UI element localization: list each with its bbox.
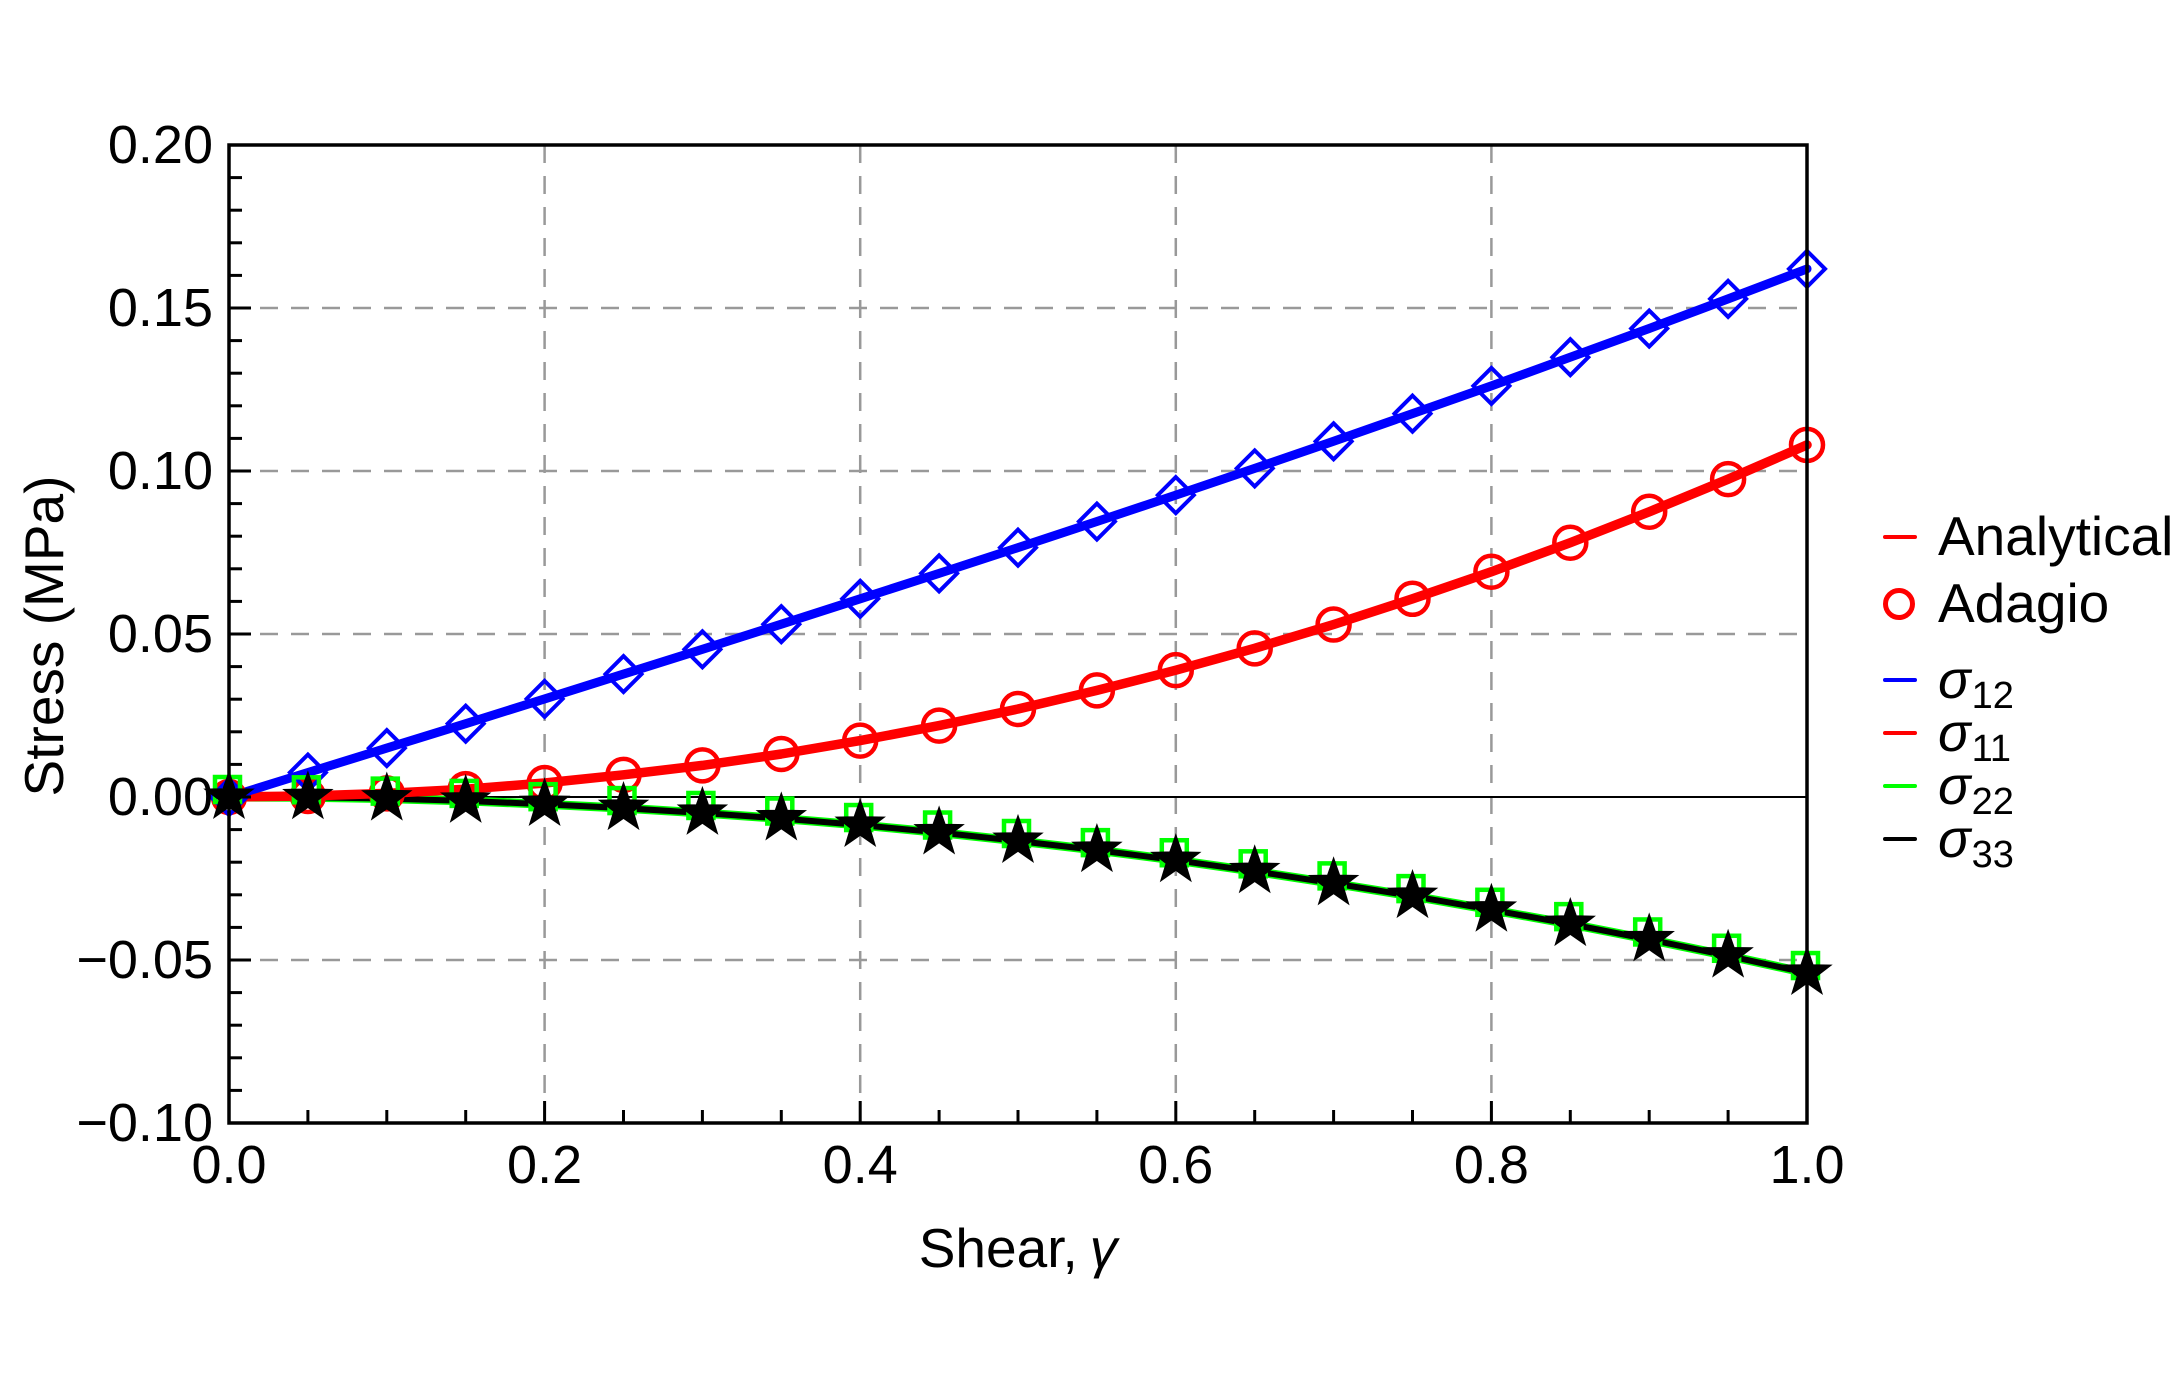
legend-marker xyxy=(1880,836,1938,841)
gridlines xyxy=(229,145,1807,1123)
x-tick-labels: 0.0 0.2 0.4 0.6 0.8 1.0 xyxy=(191,1135,1844,1195)
legend-marker xyxy=(1880,534,1938,539)
legend-label: Analytical xyxy=(1938,505,2174,567)
svg-text:0.4: 0.4 xyxy=(823,1135,898,1195)
legend-open-circle-icon xyxy=(1883,587,1915,620)
legend-label-sigma: σ22 xyxy=(1938,755,2014,823)
legend-line-icon xyxy=(1883,783,1917,788)
legend-line-icon xyxy=(1883,836,1917,841)
legend-marker xyxy=(1880,587,1938,620)
legend-line-icon xyxy=(1883,730,1917,735)
legend-label: Adagio xyxy=(1938,572,2110,634)
legend-item-adagio: Adagio xyxy=(1880,570,2173,637)
svg-text:0.0: 0.0 xyxy=(191,1135,266,1195)
legend-item-sigma-11: σ11 xyxy=(1880,702,2173,770)
y-tick-labels: 0.20 0.15 0.10 0.05 0.00 −0.05 −0.10 xyxy=(76,115,213,1153)
legend-marker xyxy=(1880,677,1938,682)
legend-label-subscript: 11 xyxy=(1971,727,2012,770)
legend-sigma-group: σ12 σ11 σ22 σ33 xyxy=(1880,649,2173,876)
legend-label-sigma: σ33 xyxy=(1938,808,2014,876)
legend-line-icon xyxy=(1883,677,1917,682)
svg-text:0.10: 0.10 xyxy=(108,441,213,501)
legend-item-sigma-22: σ22 xyxy=(1880,755,2173,823)
svg-text:0.00: 0.00 xyxy=(108,767,213,827)
legend-item-analytical: Analytical xyxy=(1880,503,2173,570)
svg-text:−0.05: −0.05 xyxy=(76,930,213,990)
series-markers-σ33 xyxy=(203,769,1833,995)
svg-text:0.2: 0.2 xyxy=(507,1135,582,1195)
series-line-σ11 xyxy=(224,440,1812,802)
svg-text:0.8: 0.8 xyxy=(1454,1135,1529,1195)
x-axis-title: Shear, γ xyxy=(919,1216,1118,1280)
legend-label-subscript: 12 xyxy=(1971,674,2014,717)
svg-text:0.15: 0.15 xyxy=(108,278,213,338)
svg-text:0.20: 0.20 xyxy=(108,115,213,175)
legend-label-subscript: 22 xyxy=(1971,780,2014,823)
axis-ticks xyxy=(227,143,1809,1125)
legend-label-sigma: σ11 xyxy=(1938,702,2012,770)
y-axis-title: Stress (MPa) xyxy=(13,475,75,797)
legend-label-sigma: σ12 xyxy=(1938,649,2014,717)
svg-text:0.6: 0.6 xyxy=(1138,1135,1213,1195)
legend: Analytical Adagio σ12 σ11 σ22 σ33 xyxy=(1880,503,2173,876)
series-markers-σ11 xyxy=(210,426,1826,816)
gamma-symbol: γ xyxy=(1089,1217,1118,1279)
series-line-σ12 xyxy=(224,264,1812,802)
legend-item-sigma-33: σ33 xyxy=(1880,808,2173,876)
svg-text:0.05: 0.05 xyxy=(108,604,213,664)
legend-marker xyxy=(1880,783,1938,788)
legend-line-icon xyxy=(1883,534,1917,539)
x-axis-title-text: Shear, xyxy=(918,1217,1078,1279)
legend-item-sigma-12: σ12 xyxy=(1880,649,2173,717)
legend-marker xyxy=(1880,730,1938,735)
svg-text:1.0: 1.0 xyxy=(1769,1135,1844,1195)
svg-text:−0.10: −0.10 xyxy=(76,1093,213,1153)
legend-label-subscript: 33 xyxy=(1971,833,2014,876)
